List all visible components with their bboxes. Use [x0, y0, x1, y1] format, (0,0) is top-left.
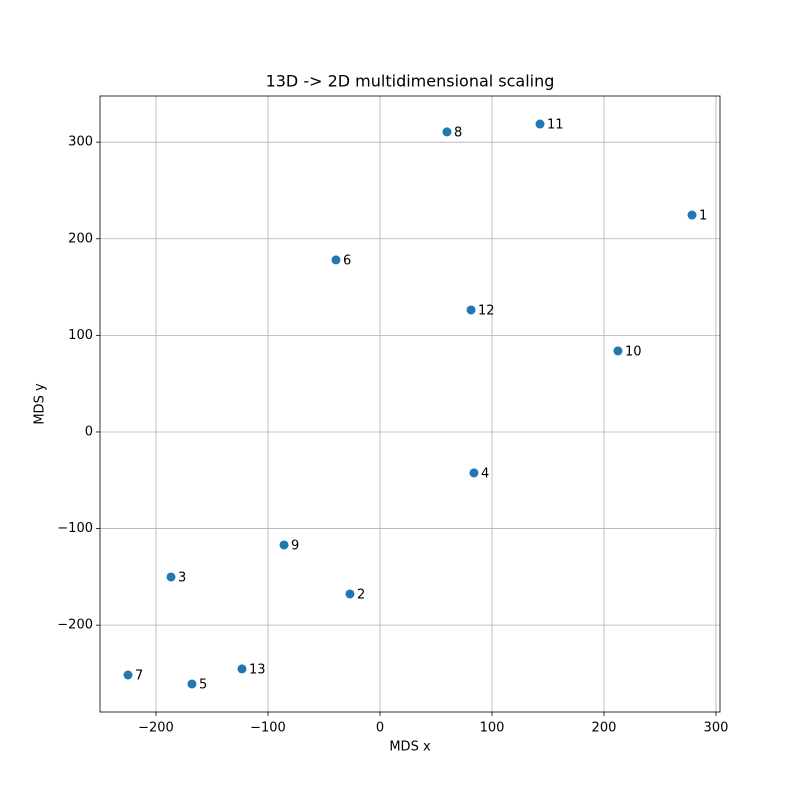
y-tick-label: 200	[68, 231, 93, 246]
x-tick-label: −100	[250, 721, 286, 736]
point-label: 6	[343, 253, 351, 268]
point	[535, 119, 545, 129]
y-tick-label: 300	[68, 135, 93, 150]
point	[687, 210, 697, 220]
x-tick-label: 100	[480, 721, 505, 736]
point-label: 7	[135, 669, 143, 684]
point-label: 9	[291, 538, 299, 553]
point-label: 1	[699, 209, 707, 224]
point	[123, 670, 133, 680]
y-tick-label: −200	[57, 618, 93, 633]
point-label: 3	[178, 570, 186, 585]
x-tick-label: −200	[138, 721, 174, 736]
point-label: 5	[199, 677, 207, 692]
point-label: 12	[478, 303, 495, 318]
point	[442, 127, 452, 137]
point	[345, 589, 355, 599]
x-axis-label: MDS x	[389, 740, 431, 755]
point	[279, 540, 289, 550]
point-label: 2	[357, 587, 365, 602]
point	[613, 346, 623, 356]
y-tick-label: −100	[57, 521, 93, 536]
plot-frame	[99, 95, 721, 713]
y-tick-label: 0	[85, 424, 93, 439]
point-label: 13	[249, 662, 266, 677]
point	[331, 255, 341, 265]
x-tick-label: 200	[592, 721, 617, 736]
point	[166, 572, 176, 582]
y-axis-label: MDS y	[33, 383, 48, 425]
x-tick-label: 0	[376, 721, 384, 736]
point	[469, 468, 479, 478]
point	[187, 679, 197, 689]
point	[237, 664, 247, 674]
point-label: 11	[547, 118, 564, 133]
point-label: 8	[454, 125, 462, 140]
point-label: 4	[481, 466, 489, 481]
x-tick-label: 300	[704, 721, 729, 736]
chart-title: 13D -> 2D multidimensional scaling	[266, 72, 555, 91]
point	[466, 305, 476, 315]
point-label: 10	[625, 344, 642, 359]
y-tick-label: 100	[68, 328, 93, 343]
